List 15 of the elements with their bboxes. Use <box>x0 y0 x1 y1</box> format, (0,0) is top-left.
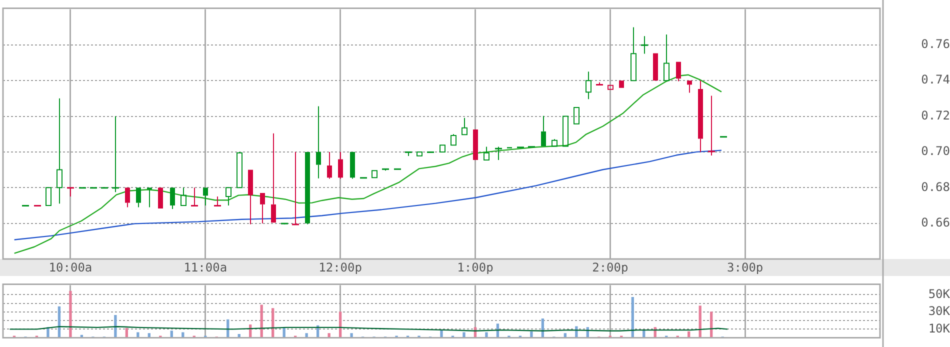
x-tick-label: 10:00a <box>48 260 92 274</box>
y-tick-label: 0.72 <box>921 108 950 122</box>
y-tick-label: 0.76 <box>921 37 950 52</box>
y-tick-label: 0.68 <box>921 180 950 194</box>
x-tick-label: 12:00p <box>318 260 362 274</box>
y-tick-label: 30K <box>928 304 950 318</box>
x-tick-label: 3:00p <box>727 260 764 274</box>
y-tick-label: 10K <box>928 321 950 336</box>
y-tick-label: 0.66 <box>921 215 950 230</box>
x-tick-label: 1:00p <box>457 260 494 274</box>
y-tick-label: 0.70 <box>921 144 950 158</box>
x-tick-label: 11:00a <box>184 260 228 274</box>
y-tick-label: 0.74 <box>921 72 950 87</box>
x-tick-label: 2:00p <box>592 260 628 274</box>
y-tick-label: 50K <box>928 286 950 301</box>
